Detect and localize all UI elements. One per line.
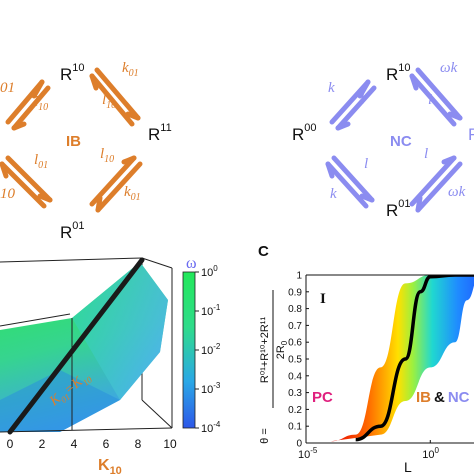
ib-diagram: R10 R11 R01 IB 01 l10 k01 l10 l01 10 l10: [0, 60, 172, 242]
colorbar-tick-label: 10-1: [201, 303, 221, 318]
chart-y-tick-label: 0.3: [288, 388, 302, 399]
chart-y-ticks: 0 0.1 0.2 0.3 0.4 0.5 0.6 0.7 0.8 0.9 1: [288, 271, 309, 450]
panel-label-c: C: [258, 243, 269, 260]
nc-center-label: NC: [390, 133, 412, 150]
ib-state-bottom: R01: [60, 220, 85, 242]
nc-rate-ul-l: l: [360, 92, 364, 108]
surface-mesh-shade: [72, 262, 168, 400]
nc-state-bottom: R01: [386, 198, 411, 220]
ib-rate-ur-l: l10: [102, 92, 116, 111]
colorbar-gradient: [182, 271, 196, 429]
nc-diagram: R10 R00 R11 R01 NC k l ωk l l k l ωk: [292, 60, 474, 220]
nc-rate-ll-k: k: [330, 186, 337, 202]
surface-x-tick-label: 2: [39, 437, 46, 451]
nc-state-left: R00: [292, 122, 317, 144]
surface-x-tick-label: 6: [103, 437, 110, 451]
colorbar-tick-label: 10-4: [201, 420, 221, 435]
nc-rate-ll-l: l: [364, 156, 368, 172]
nc-state-right: R11: [468, 122, 474, 144]
colorbar: ω 100 10-1 10-2 10-3 10-4: [182, 255, 221, 435]
chart-y-tick-label: 0.8: [288, 304, 302, 315]
ib-center-label: IB: [66, 133, 81, 150]
nc-rate-lr-l: l: [424, 146, 428, 162]
chart-y-tick-label: 0.2: [288, 405, 302, 416]
ib-rate-ul-l: l10: [34, 94, 48, 113]
chart-y-tick-label: 0.9: [288, 287, 302, 298]
nc-arrow-lower-right: [409, 155, 463, 213]
nc-rate-lr-k: ωk: [448, 184, 466, 200]
ib-arrow-upper-left: [5, 79, 51, 131]
chart-region-ib-nc: IB & NC: [416, 389, 470, 406]
nc-arrow-lower-left: [325, 155, 375, 209]
colorbar-title: ω: [186, 255, 197, 272]
chart-y-tick-label: 0.6: [288, 338, 302, 349]
surface-x-tick-label: 10: [163, 437, 177, 451]
surface-mesh-dark: [0, 370, 120, 432]
chart-x-tick-label: 10-5: [298, 446, 318, 461]
surface-diagonal-line: [7, 257, 145, 435]
nc-rate-ur-k: ωk: [440, 60, 458, 76]
colorbar-ticks: 100 10-1 10-2 10-3 10-4: [195, 264, 221, 435]
chart-x-label: L: [404, 459, 412, 474]
chart-panel-mark: I: [320, 291, 326, 307]
chart-y-tick-label: 0.5: [288, 355, 302, 366]
ib-rate-lr-k: k01: [124, 184, 141, 203]
nc-state-top: R10: [386, 62, 411, 84]
colorbar-tick-label: 10-3: [201, 381, 221, 396]
nc-rate-ur-l: l: [428, 92, 432, 108]
ib-arrow-lower-right: [89, 155, 143, 213]
chart-x-ticks: 10-5 100: [298, 440, 440, 461]
chart-curve-band: [330, 275, 474, 442]
chart-y-tick-label: 0.4: [288, 371, 302, 382]
surface-x-ticks: 0 2 4 6 8 10: [7, 437, 177, 451]
ib-rate-ul-k: 01: [0, 80, 15, 96]
nc-arrow-upper-left: [329, 79, 377, 131]
chart-y-tick-label: 0.7: [288, 321, 302, 332]
ib-rate-ll-k: 10: [0, 186, 16, 202]
chart-y-label-denominator: 2R0: [275, 340, 289, 359]
nc-arrow-upper-right: [409, 67, 463, 127]
chart-x-tick-label: 100: [422, 446, 439, 461]
theta-chart: R⁰¹+R¹⁰+2R¹¹ 2R0 θ = 0 0.1 0.2 0.3 0.4 0.5 0.6…: [259, 271, 474, 474]
colorbar-tick-label: 100: [201, 264, 218, 279]
ib-rate-ur-k: k01: [122, 60, 139, 79]
chart-y-label: R⁰¹+R¹⁰+2R¹¹ 2R0 θ =: [259, 290, 289, 444]
surface-x-tick-label: 0: [7, 437, 14, 451]
ib-arrow-upper-right: [89, 67, 141, 127]
ib-rate-ll-l: l01: [34, 152, 48, 171]
colorbar-tick-label: 10-2: [201, 342, 221, 357]
chart-y-tick-label: 0: [296, 439, 302, 450]
surface-x-label: K10: [98, 457, 122, 474]
surface-x-tick-label: 4: [71, 437, 78, 451]
ib-arrow-lower-left: [0, 155, 53, 209]
ib-state-right: R11: [148, 122, 172, 144]
chart-y-tick-label: 0.1: [288, 422, 302, 433]
ib-state-top: R10: [60, 62, 85, 84]
surface-panel: K01=K10 0 2 4 6 8 10 K10: [0, 257, 177, 474]
nc-rate-ul-k: k: [328, 80, 335, 96]
chart-region-pc: PC: [312, 389, 333, 406]
chart-y-label-numerator: R⁰¹+R¹⁰+2R¹¹: [259, 317, 271, 384]
surface-front-edges: [0, 318, 173, 433]
chart-y-tick-label: 1: [296, 271, 302, 282]
ib-rate-lr-l: l10: [100, 146, 114, 165]
chart-y-label-prefix: θ =: [259, 428, 271, 444]
surface-x-tick-label: 8: [135, 437, 142, 451]
